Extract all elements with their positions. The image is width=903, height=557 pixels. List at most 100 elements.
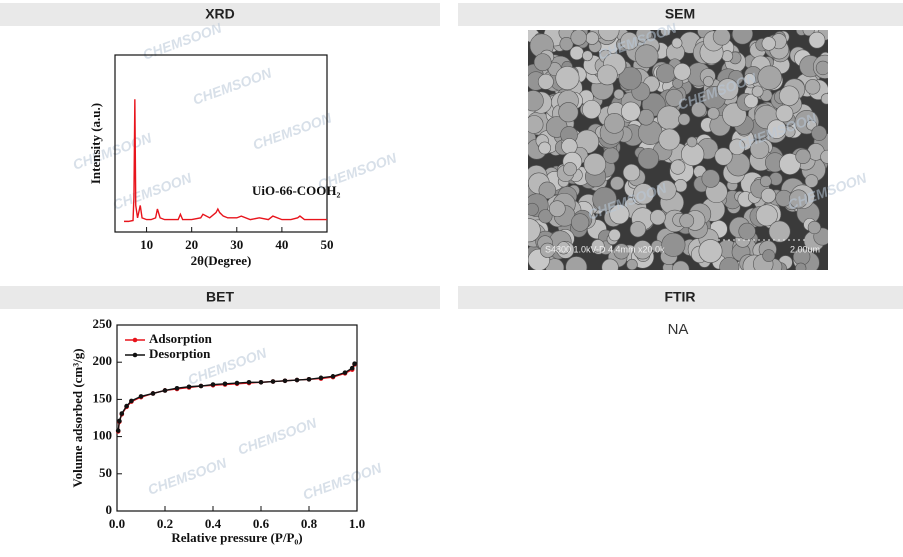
na-text: NA (668, 321, 689, 338)
sphere (528, 90, 544, 112)
sphere (633, 240, 653, 260)
legend-marker (132, 337, 138, 343)
sphere (591, 239, 605, 253)
x-tick-label: 0.0 (109, 516, 125, 531)
header-bar (458, 3, 903, 26)
x-axis-label: Relative pressure (P/P₀) (171, 530, 302, 545)
header-bar (0, 286, 440, 309)
sphere (528, 218, 541, 243)
sphere (622, 163, 641, 182)
data-point (349, 365, 355, 371)
data-point (150, 391, 156, 396)
sphere (671, 260, 690, 270)
sphere (673, 63, 691, 81)
data-point (162, 388, 168, 393)
x-tick-label: 50 (321, 237, 334, 252)
sphere (779, 153, 801, 175)
sphere (767, 119, 787, 139)
data-point (115, 428, 121, 433)
sphere (703, 76, 714, 87)
data-point (258, 379, 264, 385)
sphere (608, 228, 621, 242)
sphere (789, 189, 808, 209)
sphere (538, 181, 557, 200)
data-line (117, 363, 356, 431)
sphere (571, 213, 590, 232)
sphere (633, 183, 655, 205)
sphere (820, 93, 828, 105)
section-title: BET (206, 289, 234, 305)
sphere (660, 30, 671, 37)
data-point (210, 382, 216, 387)
sphere (728, 138, 746, 156)
annotation: UiO-66-COOH₂ (252, 183, 340, 198)
sphere (613, 88, 625, 100)
sphere (655, 63, 676, 84)
sphere (755, 204, 778, 227)
data-point (186, 384, 192, 390)
sphere (686, 136, 698, 148)
header-bar (0, 3, 440, 26)
sphere (807, 220, 821, 235)
watermark: CHEMSOON (191, 64, 275, 108)
y-axis-label: Intensity (a.u.) (88, 103, 103, 184)
data-point (138, 394, 144, 399)
sphere (811, 125, 827, 141)
watermark: CHEMSOON (71, 129, 155, 173)
sphere (656, 105, 682, 130)
section-title: SEM (665, 6, 695, 22)
sphere (759, 175, 772, 188)
sphere (629, 221, 647, 238)
sphere (760, 188, 776, 204)
watermark: CHEMSOON (236, 414, 320, 458)
data-point (129, 398, 134, 404)
sphere (707, 107, 720, 120)
sphere (757, 65, 782, 90)
x-tick-label: 0.4 (205, 516, 222, 531)
sphere (795, 148, 811, 165)
sphere (761, 36, 776, 51)
sphere (665, 88, 684, 107)
data-point (270, 379, 276, 384)
sphere (558, 102, 579, 123)
y-tick-label: 200 (93, 353, 113, 368)
sphere (538, 141, 552, 155)
sphere (604, 113, 625, 134)
sphere (691, 101, 707, 118)
sphere (540, 242, 556, 258)
sphere (743, 73, 756, 86)
sphere (592, 186, 617, 212)
sphere (548, 200, 566, 218)
y-tick-label: 0 (106, 502, 113, 517)
watermark: CHEMSOON (146, 454, 230, 498)
data-point (294, 377, 300, 383)
sphere (679, 213, 695, 229)
sphere (768, 220, 791, 243)
data-point (282, 378, 288, 384)
sphere (649, 209, 666, 226)
sphere (557, 241, 571, 255)
sphere (533, 53, 552, 72)
sphere (620, 101, 641, 122)
sphere (678, 113, 691, 126)
sphere (583, 152, 607, 176)
x-tick-label: 0.8 (301, 516, 318, 531)
sphere (528, 115, 544, 134)
data-line (124, 99, 327, 223)
x-tick-label: 20 (185, 237, 198, 252)
sphere (701, 169, 720, 188)
x-tick-label: 1.0 (349, 516, 365, 531)
sphere (538, 209, 553, 224)
data-point (352, 361, 357, 366)
watermark: CHEMSOON (251, 109, 335, 153)
sphere (528, 202, 539, 216)
sphere (537, 73, 554, 90)
sphere (671, 37, 683, 49)
sphere (670, 159, 686, 175)
sphere (714, 147, 733, 166)
data-point (306, 377, 312, 382)
sphere (569, 45, 584, 61)
sphere (561, 138, 578, 155)
sphere (749, 139, 770, 159)
